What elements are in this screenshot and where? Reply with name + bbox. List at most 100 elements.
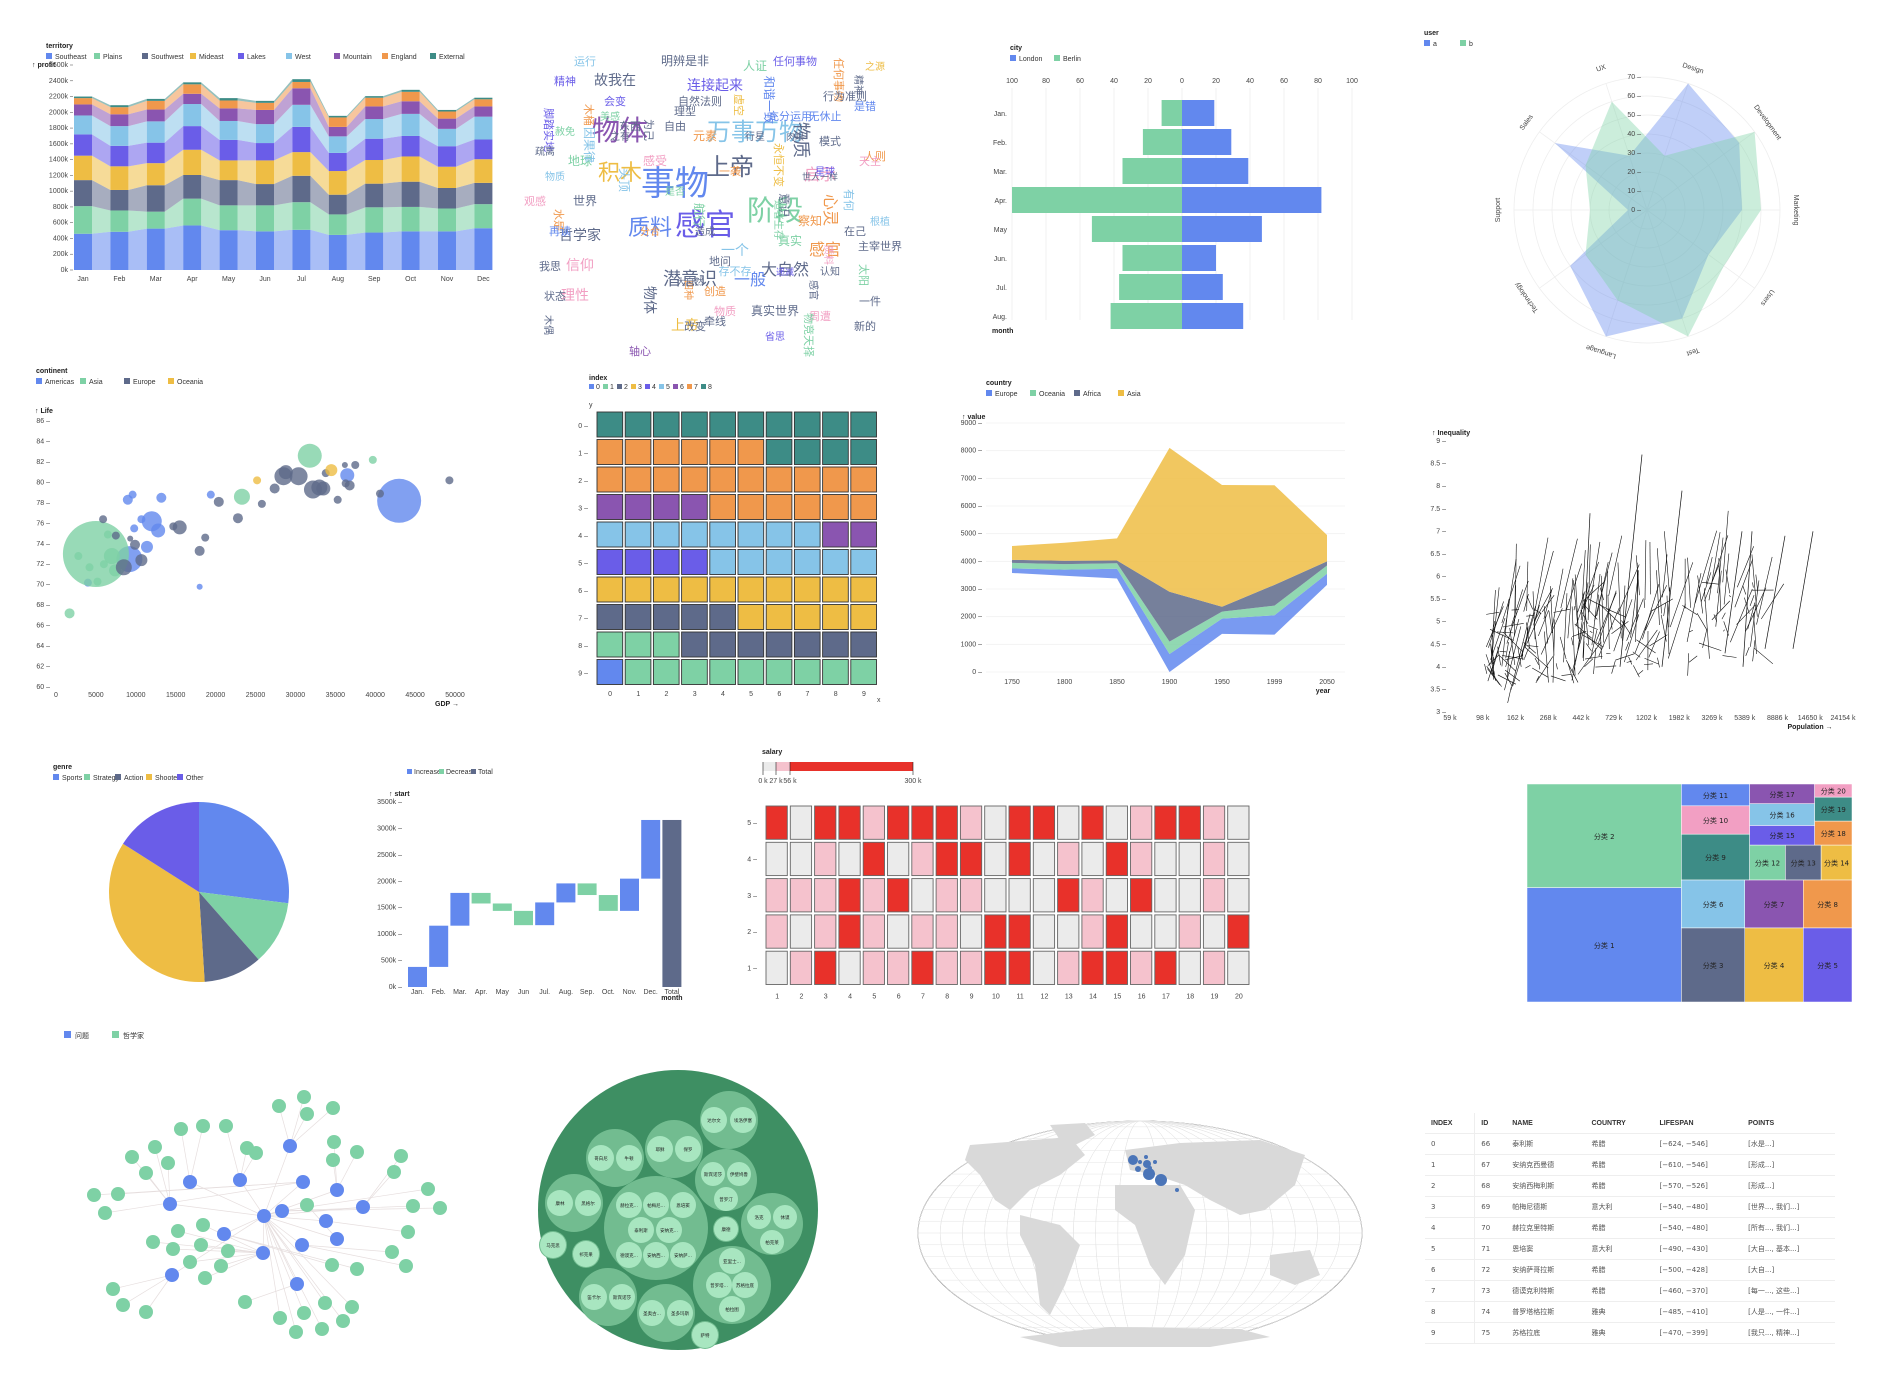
- heat-cell: [984, 805, 1007, 840]
- cloud-word: 状态: [544, 289, 566, 303]
- x-tick-label: 2: [799, 994, 803, 1001]
- node-philosopher: [327, 1135, 341, 1149]
- treemap-label: 分类 10: [1703, 816, 1728, 825]
- bar-segment: [74, 233, 92, 270]
- segment: [1619, 454, 1643, 667]
- cloud-word: 万事万物: [707, 118, 803, 146]
- legend-label: Total: [478, 769, 493, 776]
- landmass: [1115, 1185, 1195, 1285]
- threshold-band: [776, 762, 790, 771]
- segment: [1582, 513, 1591, 658]
- segment: [1584, 655, 1603, 660]
- bar-segment: [110, 231, 129, 270]
- column-header[interactable]: INDEX: [1425, 1113, 1476, 1134]
- table-row: 6 72 安纳萨哥拉斯 希腊 [−500, −428] [大自...]: [1425, 1259, 1835, 1281]
- legend-swatch: [112, 1031, 119, 1038]
- edge: [180, 1128, 191, 1183]
- bar-segment: [183, 82, 202, 85]
- heat-cell: [959, 805, 983, 840]
- segment: [1621, 620, 1631, 634]
- pack-leaf: [727, 1162, 751, 1186]
- pack-leaf: [692, 1322, 718, 1348]
- node-philosopher: [345, 1300, 359, 1314]
- bubble-point: [111, 531, 120, 540]
- cloud-word: 物体: [592, 114, 648, 147]
- flow-band: [419, 156, 438, 188]
- legend-swatch: [687, 384, 692, 389]
- waffle-cell: [624, 549, 652, 575]
- waffle-cell: [737, 631, 765, 658]
- bar-segment: [292, 126, 311, 153]
- cloud-word: 会变: [604, 94, 626, 108]
- pack-leaf: [575, 1190, 601, 1216]
- y-tick-label: 66 –: [36, 623, 50, 630]
- cloud-word: 永恒不变: [772, 143, 786, 187]
- radar-spoke: [1605, 83, 1648, 211]
- pack-label: 休谟: [781, 1214, 790, 1221]
- bubble-point: [233, 488, 250, 505]
- segment: [1543, 606, 1549, 644]
- bar-segment: [146, 228, 165, 270]
- segment: [1745, 647, 1750, 656]
- x-tick-label: Aug: [332, 276, 345, 283]
- flow-band: [383, 231, 402, 270]
- bar-segment: [328, 194, 347, 215]
- waffle-cell: [709, 439, 736, 465]
- column-header[interactable]: LIFESPAN: [1653, 1113, 1743, 1134]
- segment: [1609, 613, 1613, 630]
- heat-cell: [838, 878, 861, 913]
- bubble-point: [368, 455, 377, 464]
- table-cell: 帕梅尼德斯: [1506, 1196, 1586, 1218]
- segment: [1544, 631, 1549, 683]
- table-cell: 雅典: [1585, 1301, 1654, 1323]
- legend-swatch: [1118, 390, 1124, 396]
- cloud-word: 物体: [641, 286, 657, 314]
- bar-segment: [328, 152, 347, 172]
- legend-swatch: [334, 53, 340, 59]
- radar-axis-label: Support: [1495, 198, 1502, 223]
- legend-label: b: [1469, 41, 1473, 48]
- bubble-point: [128, 490, 137, 499]
- waffle-cell: [822, 604, 849, 630]
- segment: [1669, 562, 1694, 628]
- cloud-word: 故我在: [594, 73, 636, 89]
- waffle-cell: [850, 466, 877, 493]
- y-tick-label: 8000 –: [961, 448, 983, 455]
- legend-label: England: [391, 54, 417, 61]
- cloud-word: 航行: [692, 203, 707, 227]
- waffle-cell: [737, 604, 765, 630]
- y-tick-label: 86 –: [36, 418, 50, 425]
- bar-segment: [292, 79, 311, 82]
- segment: [1588, 599, 1611, 611]
- heat-cell: [838, 841, 861, 877]
- y-tick-label: 3000k –: [377, 825, 402, 832]
- flow-band: [237, 100, 256, 110]
- column-header[interactable]: NAME: [1506, 1113, 1586, 1134]
- heat-cell: [1130, 914, 1153, 949]
- bar-london: [1182, 187, 1322, 213]
- edge: [263, 1181, 304, 1217]
- heat-cell: [887, 914, 910, 949]
- x-tick-label: 1800: [1057, 679, 1073, 686]
- column-header[interactable]: ID: [1474, 1113, 1507, 1134]
- node-philosopher: [315, 1322, 329, 1336]
- legend-title: territory: [46, 43, 73, 50]
- column-header[interactable]: COUNTRY: [1585, 1113, 1654, 1134]
- legend-swatch: [168, 378, 174, 384]
- waffle-cell: [624, 411, 652, 438]
- table-cell: 安纳萨哥拉斯: [1506, 1259, 1586, 1281]
- y-tick-label: 800k: [53, 204, 69, 211]
- waffle-cell: [681, 411, 708, 438]
- segment: [1501, 565, 1521, 624]
- heat-cell: [935, 841, 958, 877]
- bar-segment: [365, 232, 384, 270]
- waffle-cell: [793, 576, 821, 603]
- flow-band: [419, 231, 438, 270]
- column-header[interactable]: POINTS: [1742, 1113, 1835, 1134]
- pack-leaf: [714, 1187, 738, 1211]
- segment: [1644, 663, 1654, 665]
- flow-band: [274, 229, 293, 270]
- table-cell: 3: [1425, 1196, 1476, 1218]
- bar-segment: [474, 159, 493, 183]
